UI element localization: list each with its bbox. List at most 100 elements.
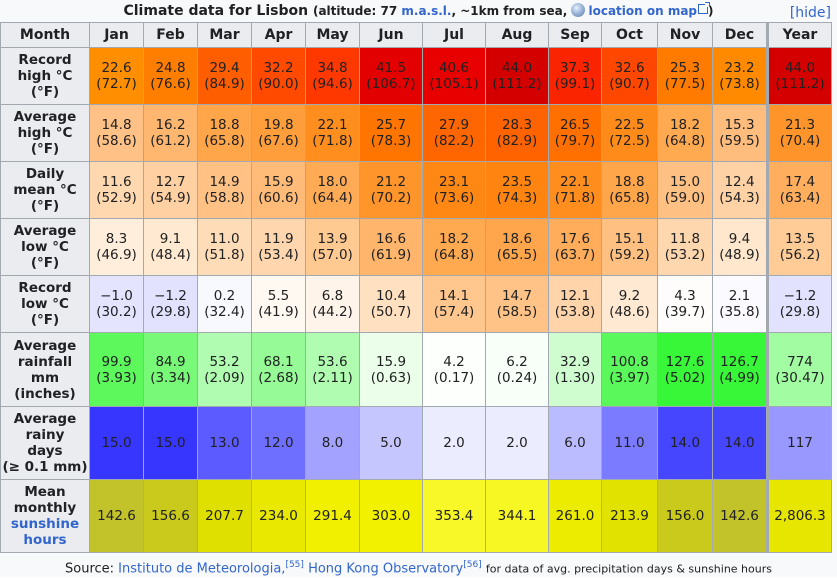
month-value-cell: 18.8 (65.8) — [198, 105, 251, 161]
value-primary: 14.1 — [438, 288, 470, 304]
value-imperial: (90.7) — [609, 76, 650, 92]
month-value-cell: 261.0 — [549, 480, 601, 552]
source-suffix: for data of avg. precipitation days & su… — [485, 562, 772, 576]
row-label-line: (inches) — [14, 385, 76, 402]
month-header-jun: Jun — [360, 23, 422, 47]
reference-56[interactable]: [56] — [463, 560, 482, 570]
globe-icon[interactable] — [571, 3, 586, 17]
value-primary: 2.1 — [728, 288, 751, 304]
value-imperial: (61.9) — [370, 247, 412, 263]
value-primary: 18.8 — [209, 117, 240, 133]
year-value-cell: 117 — [767, 407, 831, 479]
value-imperial: (53.2) — [664, 247, 706, 263]
value-primary: 18.6 — [501, 231, 533, 247]
value-imperial: (70.4) — [779, 133, 821, 149]
row-label-line: hours — [1, 532, 89, 548]
month-value-cell: 15.0 — [144, 407, 197, 479]
row-label-line: rainy — [25, 427, 65, 443]
month-value-cell: 15.9 (60.6) — [252, 162, 305, 218]
month-value-cell: 12.4 (54.3) — [713, 162, 766, 218]
value-imperial: (111.2) — [492, 76, 542, 92]
value-primary: 5.5 — [267, 288, 290, 304]
row-record-low: Record low °C (°F) −1.0 (30.2) −1.2 (29.8) 0.2(… — [1, 276, 831, 332]
masl-link[interactable]: m.a.s.l. — [401, 4, 452, 18]
month-value-cell: 22.5 (72.5) — [602, 105, 657, 161]
source-link-ipma[interactable]: Instituto de Meteorologia, — [118, 561, 286, 577]
value-imperial: (0.17) — [433, 369, 475, 386]
month-value-cell: 234.0 — [252, 480, 305, 552]
month-value-cell: 18.6 (65.5) — [486, 219, 548, 275]
value-primary: 142.6 — [97, 508, 136, 524]
value-imperial: (57.4) — [433, 304, 475, 320]
row-record-high: Record high °C (°F) 22.6 (72.7) 24.8 (76.6) 29.… — [1, 48, 831, 104]
month-header-jan: Jan — [90, 23, 143, 47]
value-imperial: (59.5) — [719, 133, 760, 149]
climate-table: Month Jan Feb Mar Apr May Jun Jul Aug Se… — [0, 22, 832, 553]
value-imperial: (59.2) — [609, 247, 650, 263]
value-primary: 14.7 — [501, 288, 533, 304]
value-imperial: (57.0) — [312, 247, 353, 263]
value-imperial: (73.6) — [433, 190, 475, 206]
month-value-cell: 13.0 — [198, 407, 251, 479]
month-value-cell: 2.1 (35.8) — [713, 276, 766, 332]
value-imperial: (65.5) — [496, 247, 538, 263]
value-imperial: (72.5) — [609, 133, 650, 149]
sunshine-hours-link[interactable]: hours — [23, 532, 67, 548]
value-primary: 32.6 — [614, 60, 645, 76]
month-value-cell: 213.9 — [602, 480, 657, 552]
month-value-cell: 14.8 (58.6) — [90, 105, 143, 161]
row-label-line: Average — [13, 109, 77, 125]
value-primary: 53.6 — [317, 353, 348, 370]
value-imperial: (4.99) — [719, 369, 760, 386]
value-primary: 19.8 — [263, 117, 294, 133]
reference-55[interactable]: [55] — [285, 560, 304, 570]
table-caption: Climate data for Lisbon (altitude: 77 m.… — [0, 0, 837, 22]
value-primary: 68.1 — [263, 353, 294, 370]
value-imperial: (56.2) — [779, 247, 821, 263]
sunshine-hours-link[interactable]: sunshine — [10, 516, 80, 532]
value-primary: 53.2 — [209, 353, 240, 370]
month-value-cell: 24.8 (76.6) — [144, 48, 197, 104]
value-primary: 4.2 — [443, 353, 465, 370]
value-primary: 774 — [787, 353, 813, 370]
value-imperial: (51.8) — [204, 247, 245, 263]
hide-link[interactable]: [hide] — [789, 5, 831, 21]
value-primary: 126.7 — [720, 353, 759, 370]
row-label-avg-low: Average low °C (°F) — [1, 219, 89, 275]
value-primary: 41.5 — [375, 60, 407, 76]
source-link-hko[interactable]: Hong Kong Observatory — [308, 561, 464, 577]
value-primary: 23.5 — [501, 174, 533, 190]
month-value-cell: 142.6 — [713, 480, 766, 552]
value-imperial: (2.11) — [312, 369, 353, 386]
month-value-cell: 18.2 (64.8) — [658, 105, 712, 161]
source-prefix: Source: — [65, 561, 115, 577]
value-imperial: (2.68) — [258, 369, 299, 386]
value-imperial: (63.7) — [554, 247, 596, 263]
value-primary: 15.0 — [155, 435, 186, 451]
month-value-cell: 11.8 (53.2) — [658, 219, 712, 275]
value-imperial: (54.3) — [719, 190, 760, 206]
value-imperial: (65.8) — [609, 190, 650, 206]
month-value-cell: 23.5 (74.3) — [486, 162, 548, 218]
year-value-cell: 21.3 (70.4) — [767, 105, 831, 161]
month-value-cell: 18.0 (64.4) — [306, 162, 359, 218]
value-imperial: (111.2) — [775, 76, 825, 92]
month-value-cell: 19.8 (67.6) — [252, 105, 305, 161]
value-primary: 22.6 — [101, 60, 132, 76]
value-imperial: (99.1) — [554, 76, 596, 92]
row-label-line: mm — [30, 369, 60, 386]
row-label-line: (°F) — [30, 312, 60, 328]
month-header-jul: Jul — [423, 23, 485, 47]
month-value-cell: 0.2 (32.4) — [198, 276, 251, 332]
month-value-cell: 156.0 — [658, 480, 712, 552]
value-imperial: (76.6) — [150, 76, 191, 92]
value-primary: 15.0 — [669, 174, 701, 190]
value-primary: 12.0 — [263, 435, 294, 451]
month-value-cell: 53.6 (2.11) — [306, 333, 359, 406]
hide-toggle[interactable]: [hide] — [790, 2, 831, 24]
value-primary: 15.9 — [375, 353, 407, 370]
month-value-cell: 100.8 (3.97) — [602, 333, 657, 406]
location-map-link[interactable]: location on map — [588, 4, 698, 18]
month-value-cell: 10.4 (50.7) — [360, 276, 422, 332]
